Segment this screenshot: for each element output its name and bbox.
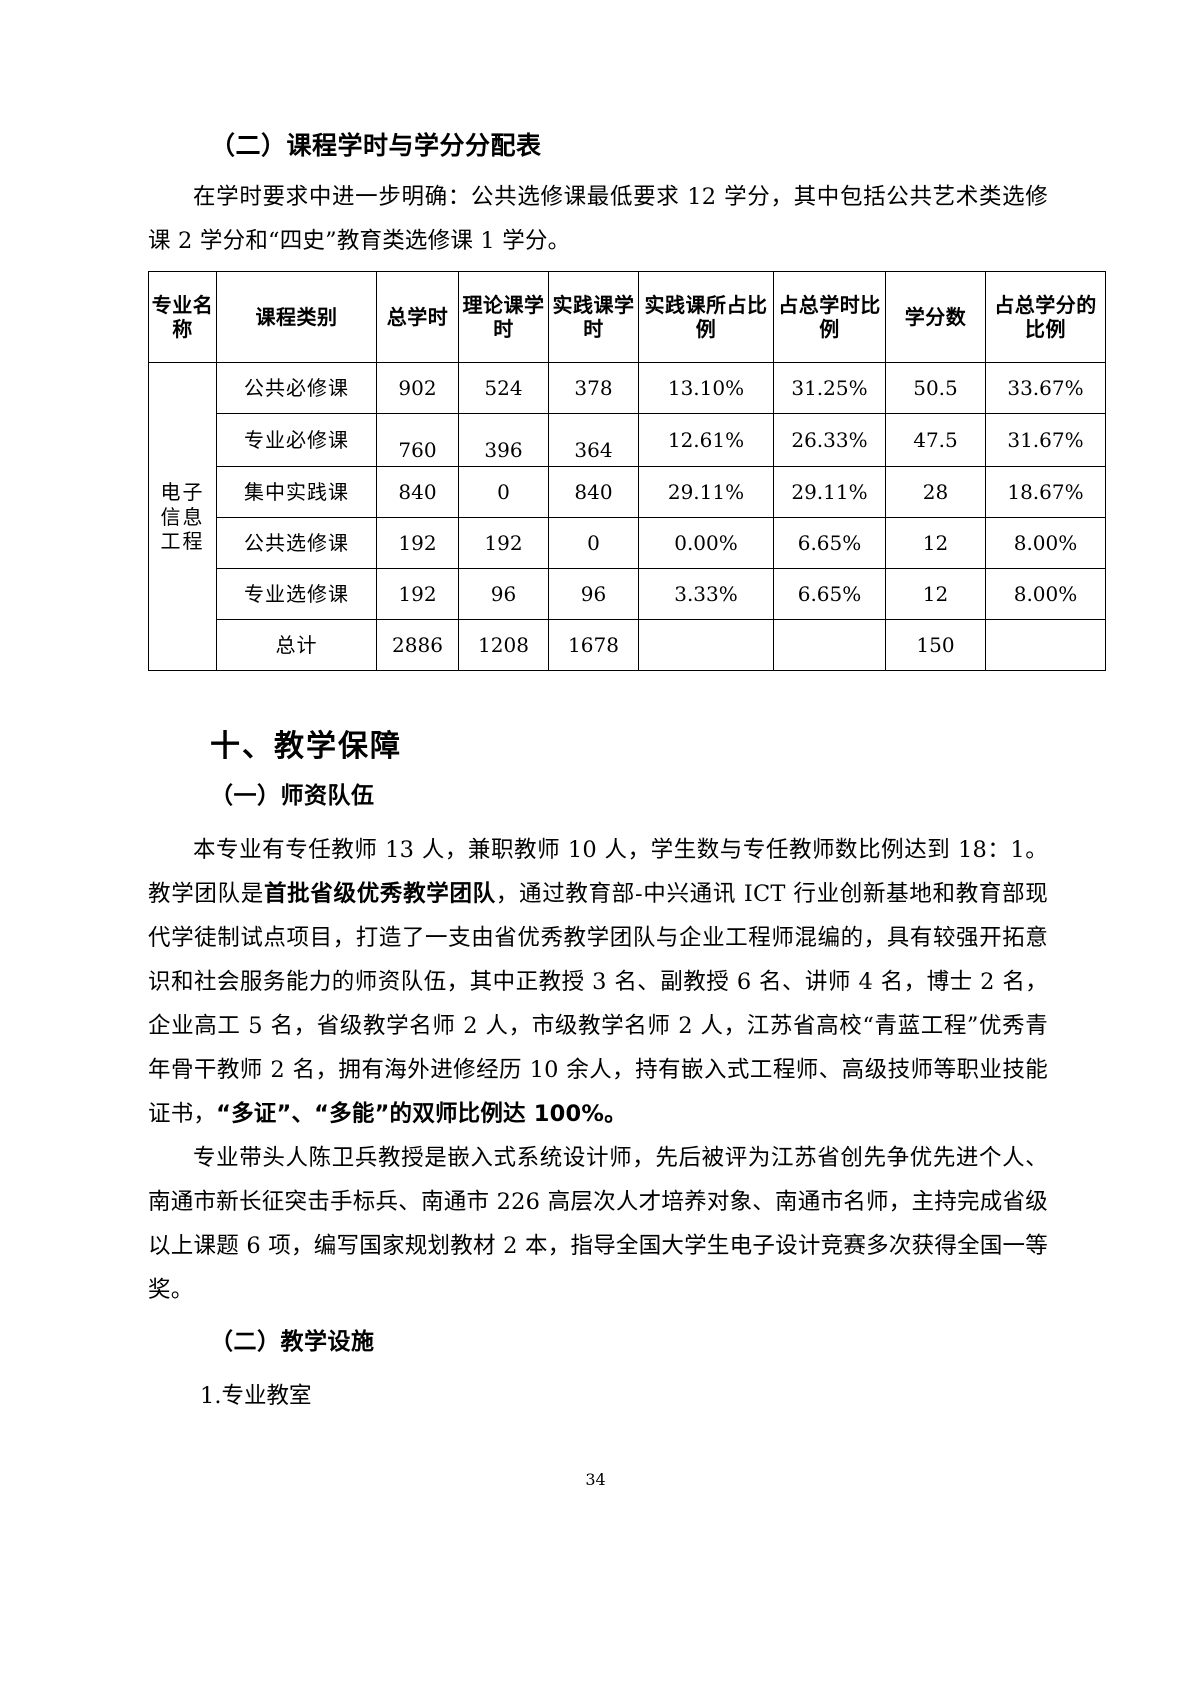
cell-hours-ratio: 31.25%	[773, 362, 886, 415]
course-hours-credits-table: 专业名称 课程类别 总学时 理论课学时 实践课学时 实践课所占比例 占总学时比例…	[148, 271, 1106, 672]
cell-credit-ratio: 31.67%	[985, 413, 1106, 468]
cell-credits: 47.5	[885, 413, 986, 468]
cell-credit-ratio: 18.67%	[985, 466, 1106, 519]
cell-category: 集中实践课	[216, 466, 377, 519]
cell-practice-ratio	[638, 619, 774, 672]
th-practice-ratio: 实践课所占比例	[638, 271, 774, 364]
cell-practice-ratio: 29.11%	[638, 466, 774, 519]
cell-credit-ratio	[985, 619, 1106, 672]
cell-credits: 12	[885, 517, 986, 570]
faculty-paragraph: 本专业有专任教师 13 人，兼职教师 10 人，学生数与专任教师数比例达到 18…	[148, 828, 1048, 1136]
cell-total-hours: 760	[376, 413, 459, 468]
cell-total-label: 总计	[216, 619, 377, 672]
cell-practice-ratio: 0.00%	[638, 517, 774, 570]
table-total-row: 总计 2886 1208 1678 150	[149, 619, 1106, 672]
cell-category: 专业必修课	[216, 413, 377, 468]
th-credits: 学分数	[885, 271, 986, 364]
cell-credits: 50.5	[885, 362, 986, 415]
cell-practice-hours: 96	[548, 568, 639, 621]
cell-hours-ratio	[773, 619, 886, 672]
subsection-heading-facilities: （二）教学设施	[210, 1329, 375, 1356]
th-credit-ratio: 占总学分的比例	[985, 271, 1106, 364]
list-item-classroom: 1.专业教室	[200, 1383, 312, 1410]
cell-total-hours: 840	[376, 466, 459, 519]
cell-practice-hours: 364	[548, 413, 639, 468]
cell-credits: 12	[885, 568, 986, 621]
cell-credit-ratio: 8.00%	[985, 568, 1106, 621]
cell-practice-ratio: 12.61%	[638, 413, 774, 468]
cell-category: 专业选修课	[216, 568, 377, 621]
cell-total-hours: 902	[376, 362, 459, 415]
cell-practice-hours: 1678	[548, 619, 639, 672]
page-number: 34	[585, 1470, 606, 1489]
cell-practice-ratio: 13.10%	[638, 362, 774, 415]
th-theory-hours: 理论课学时	[458, 271, 549, 364]
cell-total-hours: 192	[376, 517, 459, 570]
th-hours-ratio: 占总学时比例	[773, 271, 886, 364]
table-row: 专业必修课 760 396 364 12.61% 26.33% 47.5 31.…	[149, 413, 1106, 468]
table-row: 电子信息工程 公共必修课 902 524 378 13.10% 31.25% 5…	[148, 362, 1106, 672]
cell-credits: 28	[885, 466, 986, 519]
table-header-row: 专业名称 课程类别 总学时 理论课学时 实践课学时 实践课所占比例 占总学时比例…	[148, 271, 1106, 364]
table-row: 集中实践课 840 0 840 29.11% 29.11% 28 18.67%	[149, 466, 1106, 519]
th-major-name: 专业名称	[148, 271, 217, 364]
cell-total-hours: 2886	[376, 619, 459, 672]
section-heading: （二）课程学时与学分分配表	[210, 131, 542, 160]
cell-hours-ratio: 6.65%	[773, 517, 886, 570]
leader-paragraph: 专业带头人陈卫兵教授是嵌入式系统设计师，先后被评为江苏省创先争优先进个人、南通市…	[148, 1145, 1048, 1304]
chapter-heading: 十、教学保障	[210, 729, 402, 765]
th-practice-hours: 实践课学时	[548, 271, 639, 364]
faculty-text-bold1: 首批省级优秀教学团队	[263, 881, 496, 908]
cell-major-name: 电子信息工程	[148, 362, 217, 672]
cell-practice-hours: 840	[548, 466, 639, 519]
cell-hours-ratio: 29.11%	[773, 466, 886, 519]
th-course-category: 课程类别	[216, 271, 377, 364]
cell-theory-hours: 396	[458, 413, 549, 468]
cell-credit-ratio: 33.67%	[985, 362, 1106, 415]
cell-theory-hours: 192	[458, 517, 549, 570]
th-total-hours: 总学时	[376, 271, 459, 364]
faculty-text-part1: 本专业有专任教师 13 人，兼职教师 10 人，学生数与专任教师数比例达到 18…	[148, 837, 1048, 908]
cell-theory-hours: 524	[458, 362, 549, 415]
cell-credit-ratio: 8.00%	[985, 517, 1106, 570]
table-row: 专业选修课 192 96 96 3.33% 6.65% 12 8.00%	[149, 568, 1106, 621]
cell-theory-hours: 96	[458, 568, 549, 621]
cell-practice-ratio: 3.33%	[638, 568, 774, 621]
cell-credits: 150	[885, 619, 986, 672]
cell-practice-hours: 378	[548, 362, 639, 415]
cell-practice-hours: 0	[548, 517, 639, 570]
subsection-heading-faculty: （一）师资队伍	[210, 783, 375, 810]
cell-category: 公共选修课	[216, 517, 377, 570]
cell-category: 公共必修课	[216, 362, 377, 415]
cell-theory-hours: 0	[458, 466, 549, 519]
intro-paragraph: 在学时要求中进一步明确：公共选修课最低要求 12 学分，其中包括公共艺术类选修课…	[148, 184, 1048, 255]
cell-theory-hours: 1208	[458, 619, 549, 672]
cell-total-hours: 192	[376, 568, 459, 621]
faculty-text-part2: ，通过教育部-中兴通讯 ICT 行业创新基地和教育部现代学徒制试点项目，打造了一…	[148, 881, 1048, 1128]
page-content: （二）课程学时与学分分配表 在学时要求中进一步明确：公共选修课最低要求 12 学…	[148, 130, 1106, 1418]
faculty-text-bold2: “多证”、“多能”的双师比例达 100%。	[216, 1101, 627, 1128]
table-row: 公共选修课 192 192 0 0.00% 6.65% 12 8.00%	[149, 517, 1106, 570]
cell-hours-ratio: 26.33%	[773, 413, 886, 468]
cell-hours-ratio: 6.65%	[773, 568, 886, 621]
